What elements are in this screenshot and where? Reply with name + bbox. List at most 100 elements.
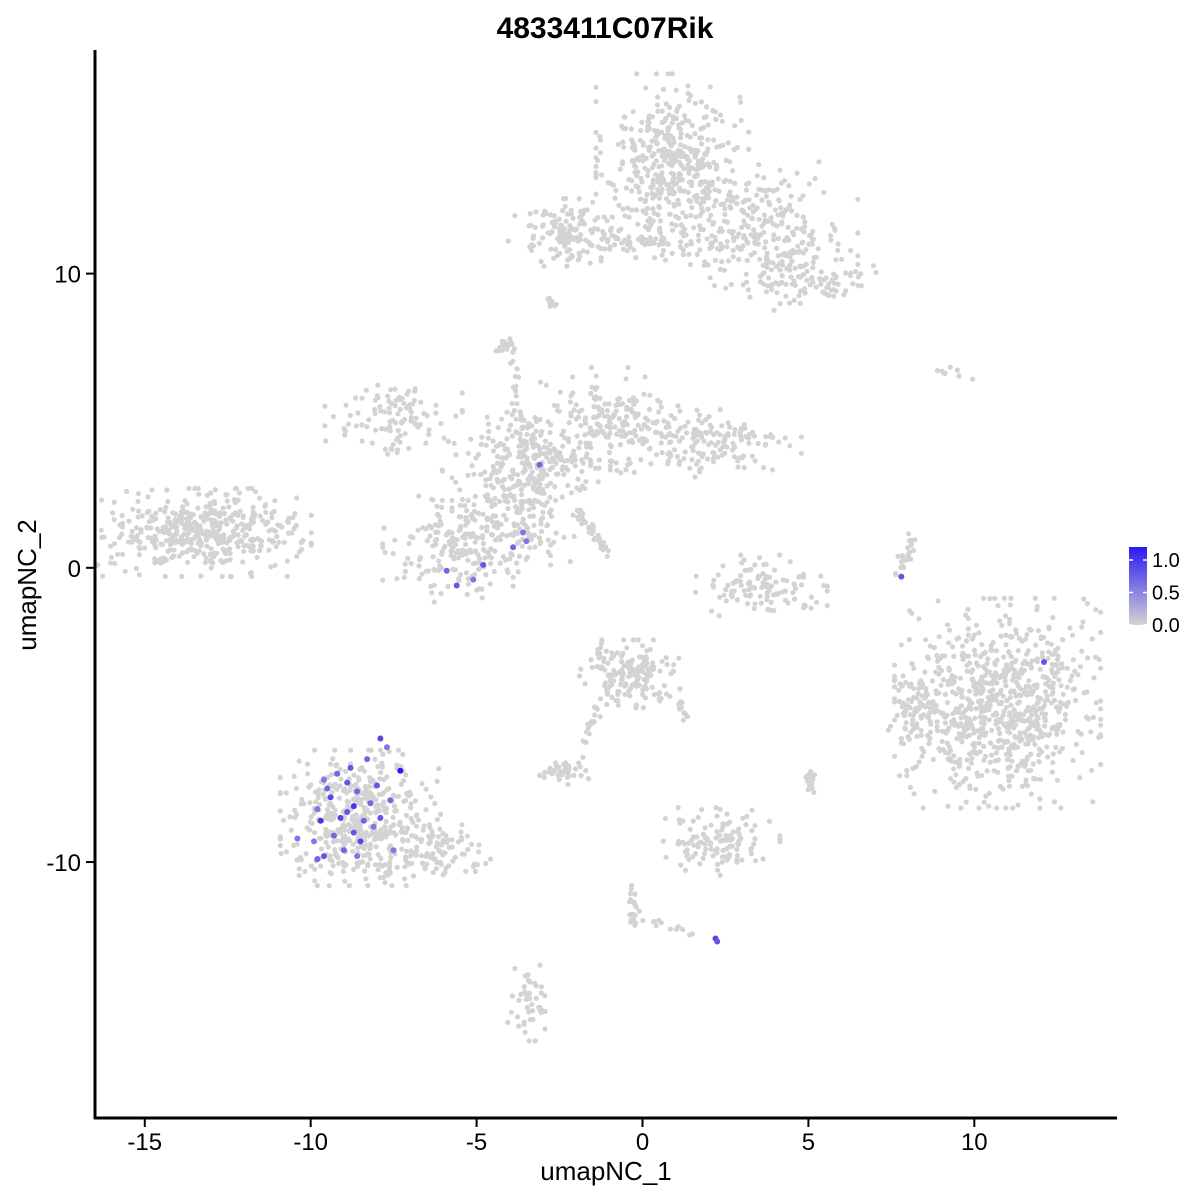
cell-point: [623, 467, 629, 473]
cell-point: [462, 503, 468, 509]
cell-point: [900, 563, 906, 569]
cell-point: [982, 714, 988, 721]
cell-point: [682, 423, 688, 429]
cell-point: [1060, 637, 1066, 643]
cell-point: [963, 653, 970, 659]
cell-point: [682, 867, 689, 874]
cell-point: [266, 528, 272, 534]
cell-point: [547, 459, 553, 465]
cell-point: [648, 672, 654, 679]
cell-point: [680, 210, 686, 216]
cell-point: [748, 252, 754, 258]
cell-point: [323, 839, 329, 846]
cell-point: [891, 717, 898, 723]
cell-point: [675, 805, 681, 811]
cell-point: [350, 841, 356, 847]
cell-point: [959, 739, 965, 745]
cell-point: [509, 400, 515, 407]
cell-point: [153, 516, 159, 522]
cell-point: [426, 431, 432, 438]
cell-point: [203, 537, 210, 543]
cell-point: [690, 443, 696, 450]
cell-point: [760, 570, 766, 577]
cell-point: [367, 810, 373, 816]
cell-point: [777, 267, 783, 273]
cell-point: [119, 531, 125, 537]
cell-point: [669, 185, 675, 191]
cell-point: [650, 918, 657, 925]
cell-point: [604, 553, 610, 560]
cell-point: [532, 224, 538, 230]
cell-point: [128, 533, 134, 539]
cell-point: [1005, 668, 1012, 674]
cell-point: [601, 214, 607, 220]
cell-point: [658, 148, 664, 154]
cell-point: [996, 738, 1002, 744]
cell-point: [972, 715, 978, 721]
cell-point: [730, 447, 736, 453]
cell-point: [382, 549, 388, 555]
cell-point: [508, 422, 514, 428]
cell-point: [848, 270, 854, 276]
cell-point: [457, 487, 463, 493]
cell-point: [605, 689, 611, 696]
cell-point: [635, 411, 641, 417]
cell-point: [793, 586, 799, 592]
cell-point: [449, 535, 456, 541]
cell-point: [500, 554, 506, 560]
cell-point: [905, 734, 911, 740]
cell-point: [490, 485, 496, 491]
cell-point: [479, 524, 485, 531]
cell-point: [547, 494, 553, 500]
cell-point: [693, 433, 699, 439]
cell-point: [686, 118, 692, 124]
cell-point: [1049, 667, 1055, 673]
cell-point: [962, 707, 969, 713]
cell-point: [1069, 632, 1076, 638]
cell-point: [573, 402, 579, 408]
cell-point: [249, 538, 255, 544]
cell-point: [566, 420, 572, 426]
cell-point: [527, 545, 533, 551]
cell-point: [677, 820, 683, 826]
cell-point: [546, 448, 552, 454]
cell-point: [630, 395, 637, 401]
cell-point: [975, 663, 981, 669]
cell-point: [483, 483, 489, 489]
cell-point: [201, 551, 207, 557]
cell-point: [588, 364, 595, 371]
cell-point: [233, 525, 239, 531]
cell-point: [730, 580, 736, 586]
expressing-cell-point: [334, 770, 341, 777]
cell-point: [964, 734, 970, 740]
cell-point: [561, 471, 567, 478]
cell-point: [470, 561, 477, 567]
cell-point: [508, 531, 514, 538]
cell-point: [622, 114, 628, 120]
cell-point: [138, 527, 144, 533]
cell-point: [135, 490, 142, 497]
cell-point: [812, 176, 818, 182]
cell-point: [885, 727, 892, 733]
cell-point: [911, 665, 917, 672]
cell-point: [798, 434, 805, 440]
cell-point: [398, 781, 404, 788]
cell-point: [786, 183, 792, 189]
cell-point: [870, 263, 877, 269]
cell-point: [668, 452, 674, 458]
cell-point: [647, 445, 653, 451]
cell-point: [1007, 602, 1014, 608]
cell-point: [576, 196, 582, 202]
cell-point: [195, 505, 201, 511]
cell-point: [179, 515, 185, 522]
cell-point: [1037, 666, 1043, 672]
cell-point: [272, 562, 278, 568]
cell-point: [1030, 761, 1036, 767]
cell-point: [1077, 664, 1084, 670]
cell-point: [814, 599, 820, 605]
cell-point: [608, 444, 614, 450]
cell-point: [912, 722, 918, 728]
cell-point: [674, 453, 681, 460]
cell-point: [294, 495, 300, 501]
cell-point: [606, 401, 612, 407]
